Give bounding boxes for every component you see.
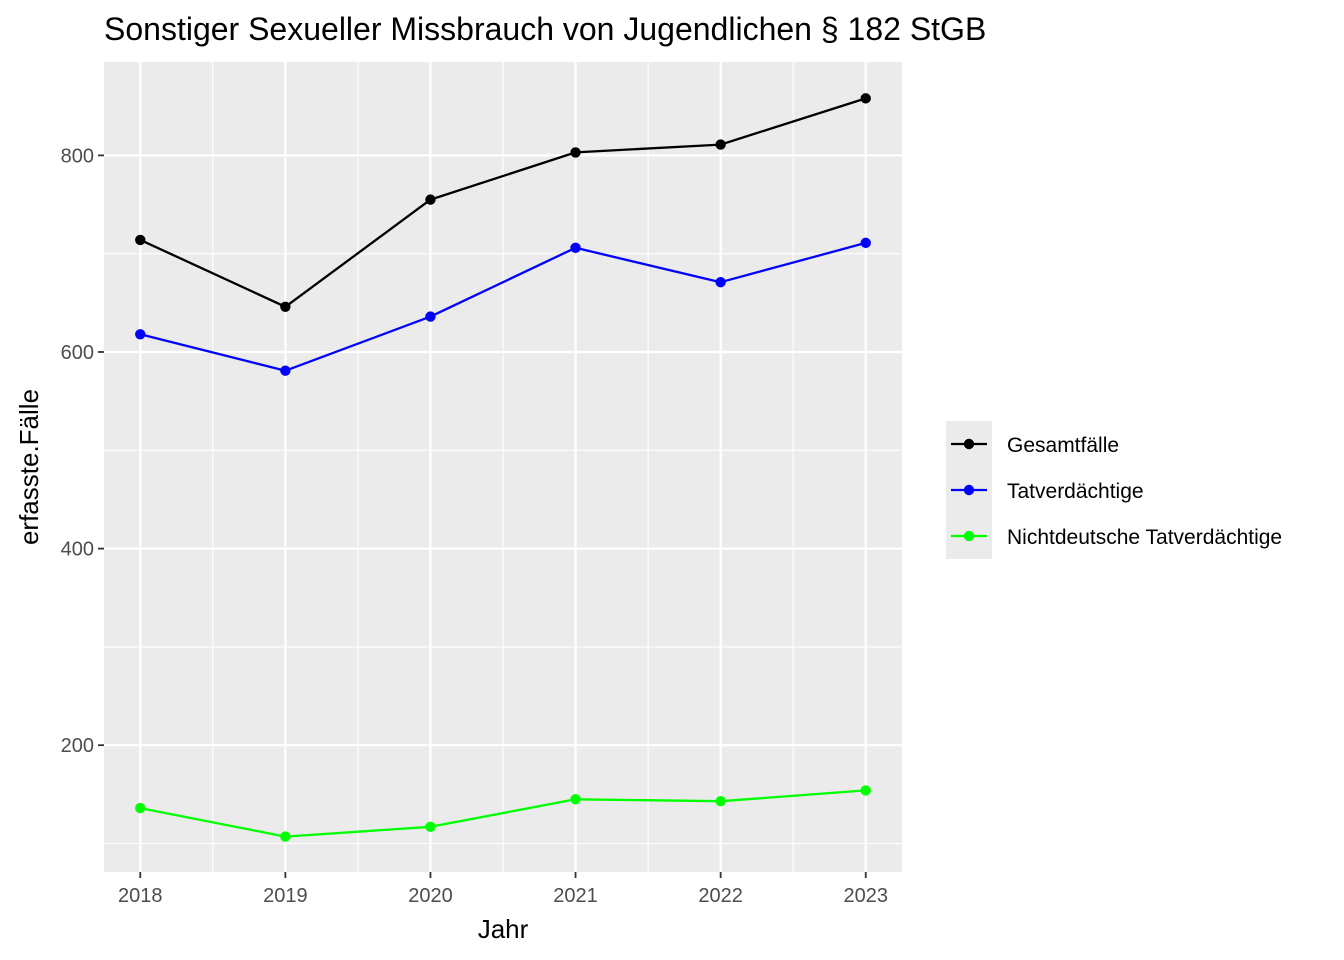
data-point-gesamtf-lle (280, 301, 291, 312)
y-axis-title: erfasste.Fälle (14, 389, 44, 545)
x-axis-title: Jahr (478, 914, 529, 944)
minor-gridlines (104, 62, 902, 872)
data-point-gesamtf-lle (570, 147, 581, 158)
legend: Gesamtfälle Tatverdächtige Nichtdeutsche T… (946, 421, 1282, 559)
data-point-nichtdeutsche-tatverd-chtige (135, 802, 146, 814)
y-tick-label: 600 (61, 342, 94, 364)
chart-title: Sonstiger Sexueller Missbrauch von Jugen… (104, 11, 986, 47)
series-layer (135, 93, 871, 842)
data-point-tatverd-chtige (715, 276, 726, 288)
data-point-nichtdeutsche-tatverd-chtige (570, 794, 581, 805)
data-point-gesamtf-lle (135, 234, 146, 246)
legend-label: Nichtdeutsche Tatverdächtige (1007, 526, 1282, 549)
data-point-tatverd-chtige (860, 237, 871, 249)
series-line-tatverd-chtige (140, 241, 867, 372)
major-gridlines (104, 62, 902, 872)
legend-label: Tatverdächtige (1007, 480, 1144, 503)
data-point-gesamtf-lle (425, 194, 436, 205)
data-point-tatverd-chtige (280, 365, 291, 376)
x-axis: 2018 2019 2020 2021 2022 2023 (118, 872, 888, 907)
x-tick-label: 2021 (553, 885, 598, 907)
data-point-nichtdeutsche-tatverd-chtige (860, 785, 871, 796)
data-point-gesamtf-lle (860, 93, 871, 104)
series-line-gesamtf-lle (139, 97, 867, 308)
y-tick-label: 800 (61, 145, 94, 167)
series-line-nichtdeutsche-tatverd-chtige (140, 789, 866, 838)
x-tick-label: 2020 (408, 885, 453, 907)
data-point-tatverd-chtige (135, 329, 146, 340)
legend-key-point (963, 530, 975, 542)
data-point-tatverd-chtige (425, 311, 436, 322)
x-tick-label: 2022 (698, 885, 743, 907)
legend-key-point (963, 438, 975, 450)
data-point-tatverd-chtige (570, 242, 581, 253)
y-axis: 200 400 600 800 (61, 145, 104, 757)
x-tick-label: 2019 (263, 885, 308, 907)
data-point-nichtdeutsche-tatverd-chtige (280, 831, 291, 842)
x-tick-label: 2023 (843, 885, 888, 907)
legend-key-point (963, 484, 975, 496)
legend-label: Gesamtfälle (1007, 434, 1119, 457)
y-tick-label: 200 (61, 735, 94, 757)
data-point-nichtdeutsche-tatverd-chtige (425, 821, 436, 832)
data-point-gesamtf-lle (715, 139, 726, 150)
data-point-nichtdeutsche-tatverd-chtige (715, 796, 726, 807)
x-tick-label: 2018 (118, 885, 163, 907)
y-tick-label: 400 (61, 539, 94, 561)
